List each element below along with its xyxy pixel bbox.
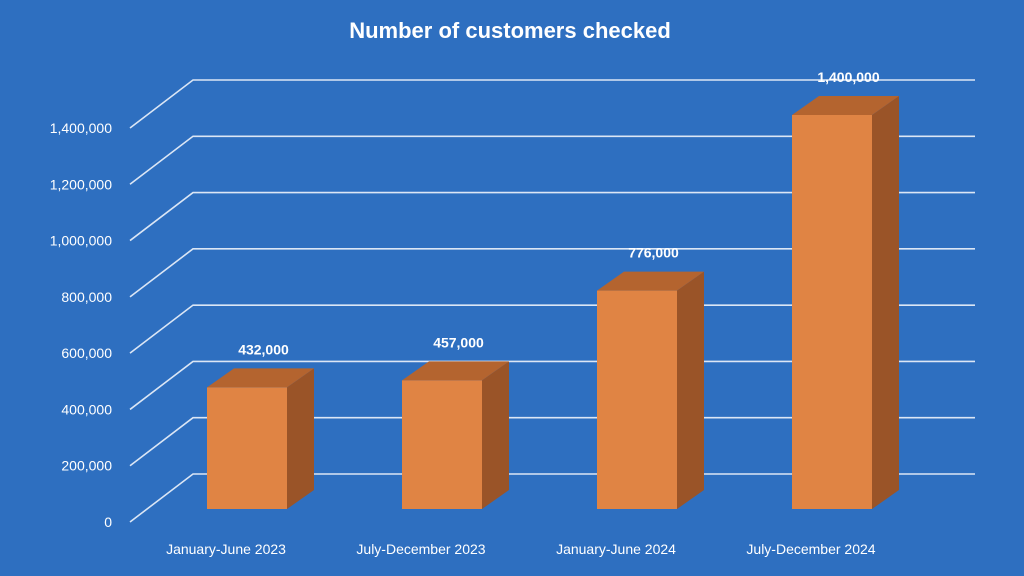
chart-title: Number of customers checked (349, 18, 671, 43)
y-tick-label: 1,200,000 (50, 176, 112, 192)
bar-front-face (597, 290, 677, 509)
gridline (129, 135, 975, 185)
x-category-label: July-December 2024 (746, 541, 875, 557)
y-tick-label: 0 (104, 514, 112, 530)
data-label: 432,000 (238, 341, 289, 357)
data-labels: 432,000 457,000 776,000 1,400,000 (238, 69, 880, 357)
bar-front-face (402, 380, 482, 509)
bar-side-face (872, 96, 899, 509)
bar (792, 96, 899, 509)
data-label: 1,400,000 (817, 69, 879, 85)
gridline (129, 79, 975, 129)
y-axis-ticks: 0 200,000 400,000 600,000 800,000 1,000,000 1,… (50, 120, 113, 530)
bar (207, 368, 314, 509)
y-tick-label: 800,000 (61, 289, 112, 305)
gridline (129, 416, 975, 467)
y-tick-label: 400,000 (61, 401, 112, 417)
gridline (129, 473, 975, 523)
gridline (129, 360, 975, 411)
y-tick-label: 200,000 (61, 458, 112, 474)
bar-front-face (207, 387, 287, 509)
y-tick-label: 600,000 (61, 345, 112, 361)
x-axis-categories: January-June 2023 July-December 2023 Janua… (166, 541, 876, 557)
bar-top-face (402, 361, 509, 381)
gridline (129, 304, 975, 354)
bar-side-face (287, 368, 314, 509)
gridline (129, 191, 975, 242)
bars (207, 96, 899, 509)
bar-side-face (482, 361, 509, 509)
bar-front-face (792, 115, 872, 509)
x-category-label: January-June 2024 (556, 541, 676, 557)
bar-top-face (597, 271, 704, 291)
bar-top-face (792, 96, 899, 115)
data-label: 776,000 (628, 245, 679, 261)
bar-top-face (207, 368, 314, 388)
bar-side-face (677, 271, 704, 509)
grid-layer (129, 79, 975, 523)
y-tick-label: 1,000,000 (50, 233, 112, 249)
gridline (129, 248, 975, 298)
x-category-label: January-June 2023 (166, 541, 286, 557)
bar (402, 361, 509, 509)
bar (597, 271, 704, 509)
data-label: 457,000 (433, 334, 484, 350)
y-tick-label: 1,400,000 (50, 120, 112, 136)
x-category-label: July-December 2023 (356, 541, 485, 557)
